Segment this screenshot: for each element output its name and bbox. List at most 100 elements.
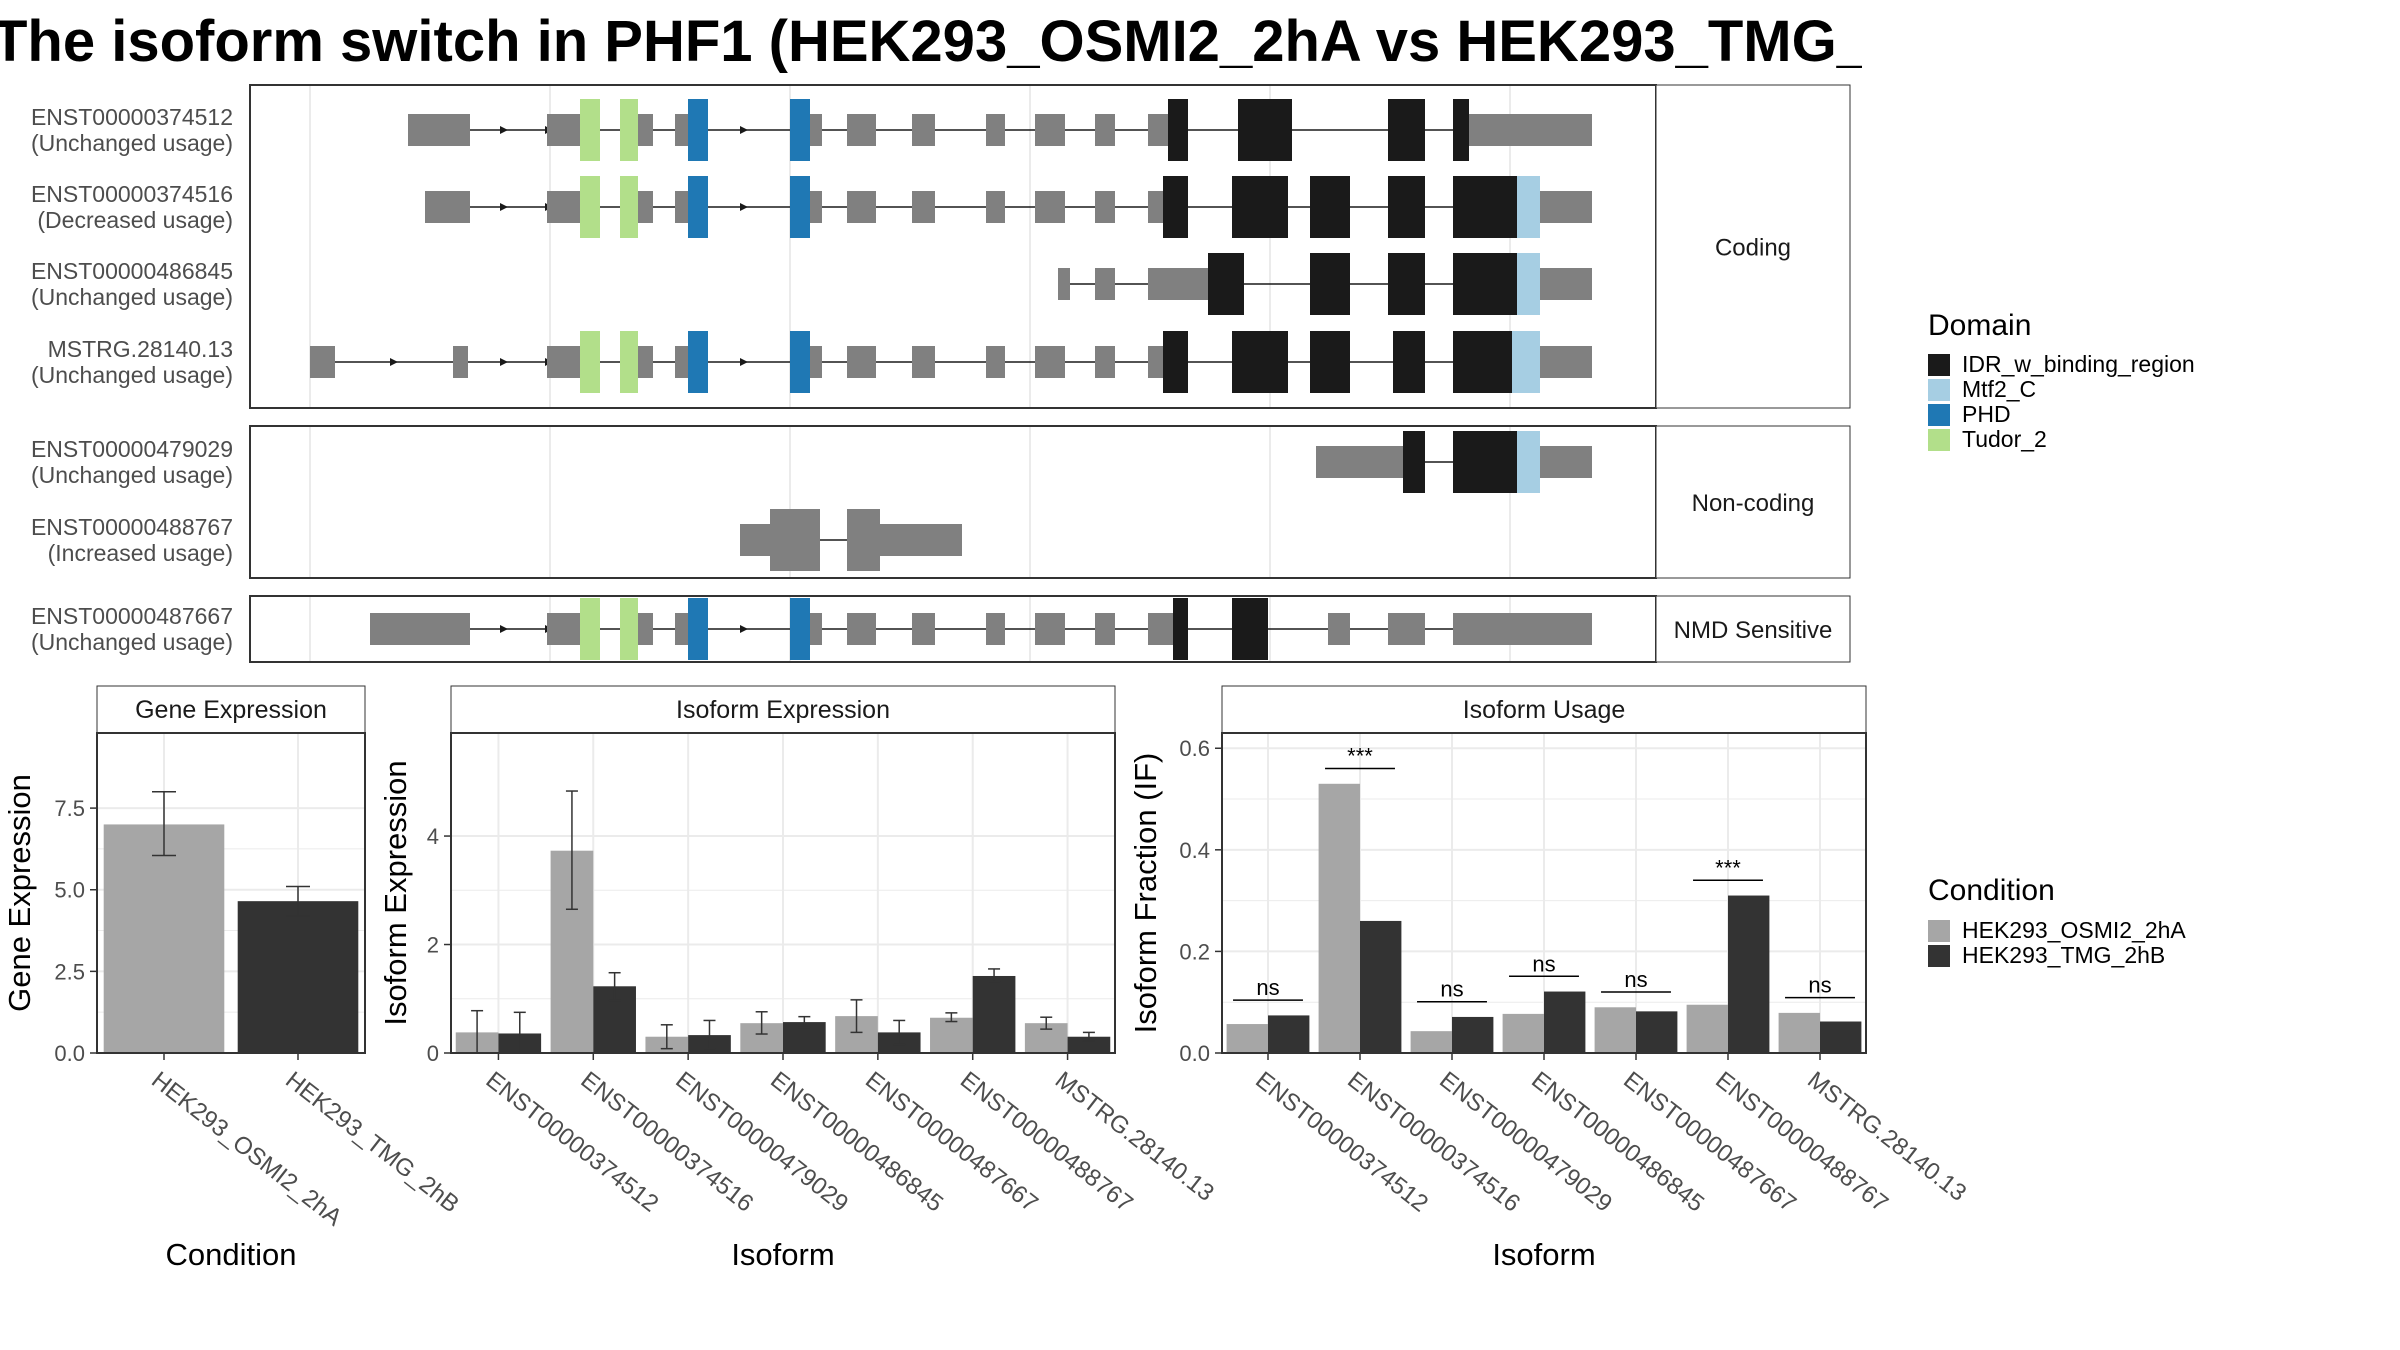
bar bbox=[1778, 1012, 1820, 1053]
transcript-usage-label: (Unchanged usage) bbox=[31, 284, 233, 310]
significance-label: ns bbox=[1532, 951, 1555, 976]
domain-block-phd bbox=[790, 331, 810, 393]
x-tick-label: ENST00000486845 bbox=[1526, 1066, 1709, 1217]
exon-block bbox=[912, 114, 935, 146]
exon-block bbox=[847, 613, 876, 645]
domain-block-idr-w-binding-region bbox=[1168, 99, 1188, 161]
legend-swatch-phd bbox=[1928, 404, 1950, 426]
domain-block-idr-w-binding-region bbox=[1310, 176, 1350, 238]
domain-block-idr-w-binding-region bbox=[1388, 176, 1425, 238]
exon-block bbox=[986, 346, 1005, 378]
strand-arrow bbox=[500, 625, 508, 633]
exon-block bbox=[425, 191, 470, 223]
domain-block-idr-w-binding-region bbox=[1232, 331, 1288, 393]
domain-block-idr-w-binding-region bbox=[1163, 331, 1188, 393]
exon-block bbox=[847, 346, 876, 378]
domain-block-idr-w-binding-region bbox=[1453, 331, 1512, 393]
strand-arrow bbox=[390, 358, 398, 366]
exon-block bbox=[1035, 114, 1065, 146]
legend-swatch-mtf2-c bbox=[1928, 379, 1950, 401]
x-axis-title: Isoform bbox=[1492, 1237, 1595, 1272]
exon-block bbox=[847, 114, 876, 146]
domain-block-idr-w-binding-region bbox=[1453, 431, 1517, 493]
x-axis-title: Condition bbox=[166, 1237, 297, 1272]
significance-label: *** bbox=[1347, 744, 1373, 769]
transcript-id-label: MSTRG.28140.13 bbox=[48, 336, 233, 362]
y-tick-label: 0.0 bbox=[1179, 1041, 1210, 1066]
domain-block-idr-w-binding-region bbox=[1232, 176, 1288, 238]
exon-block bbox=[675, 346, 688, 378]
domain-block-idr-w-binding-region bbox=[1393, 331, 1425, 393]
bar bbox=[1268, 1015, 1310, 1053]
transcript-usage-label: (Unchanged usage) bbox=[31, 130, 233, 156]
exon-block bbox=[547, 613, 580, 645]
exon-block bbox=[810, 346, 822, 378]
domain-legend-label: Mtf2_C bbox=[1962, 376, 2036, 402]
exon-block bbox=[912, 191, 935, 223]
exon-block bbox=[1095, 114, 1115, 146]
condition-legend-label: HEK293_TMG_2hB bbox=[1962, 942, 2165, 968]
transcript-id-label: ENST00000479029 bbox=[31, 436, 233, 462]
transcript-usage-label: (Unchanged usage) bbox=[31, 629, 233, 655]
strand-arrow bbox=[740, 625, 748, 633]
domain-block-idr-w-binding-region bbox=[1403, 431, 1425, 493]
domain-block-tudor-2 bbox=[580, 331, 600, 393]
strand-arrow bbox=[500, 126, 508, 134]
domain-block-tudor-2 bbox=[620, 598, 638, 660]
domain-block-phd bbox=[688, 99, 708, 161]
transcript-usage-label: (Unchanged usage) bbox=[31, 362, 233, 388]
exon-block bbox=[847, 191, 876, 223]
domain-block-tudor-2 bbox=[580, 598, 600, 660]
exon-block bbox=[638, 346, 653, 378]
group-strip bbox=[1655, 425, 1851, 579]
exon-block bbox=[810, 191, 822, 223]
exon-block bbox=[1148, 346, 1163, 378]
significance-label: ns bbox=[1440, 977, 1463, 1002]
bar bbox=[1594, 1007, 1636, 1053]
exon-block bbox=[1540, 268, 1592, 300]
transcript-id-label: ENST00000374516 bbox=[31, 181, 233, 207]
domain-block-idr-w-binding-region bbox=[1388, 99, 1425, 161]
domain-block-idr-w-binding-region bbox=[1453, 99, 1469, 161]
domain-block-idr-w-binding-region bbox=[1173, 598, 1188, 660]
domain-legend-title: Domain bbox=[1928, 309, 2031, 342]
facet-strip-title: Isoform Usage bbox=[1463, 696, 1626, 724]
x-tick-label: ENST00000486845 bbox=[765, 1066, 948, 1217]
bar bbox=[1502, 1013, 1544, 1053]
domain-legend-label: Tudor_2 bbox=[1962, 426, 2047, 452]
domain-block-tudor-2 bbox=[620, 176, 638, 238]
exon-block bbox=[547, 346, 580, 378]
bar bbox=[1636, 1011, 1678, 1053]
domain-block-phd bbox=[688, 598, 708, 660]
exon-block bbox=[1388, 613, 1425, 645]
domain-legend-label: PHD bbox=[1962, 401, 2011, 427]
legend-swatch-tudor-2 bbox=[1928, 429, 1950, 451]
exon-block bbox=[310, 346, 335, 378]
x-tick-label: ENST00000374512 bbox=[1250, 1066, 1433, 1217]
exon-block bbox=[638, 613, 653, 645]
exon-block bbox=[1095, 191, 1115, 223]
bar bbox=[1410, 1031, 1452, 1053]
exon-block bbox=[912, 613, 935, 645]
strand-arrow bbox=[740, 203, 748, 211]
strand-arrow bbox=[500, 203, 508, 211]
strand-arrow bbox=[740, 126, 748, 134]
condition-legend-swatch bbox=[1928, 945, 1950, 967]
exon-block bbox=[675, 114, 688, 146]
domain-block-idr-w-binding-region bbox=[1208, 253, 1244, 315]
y-tick-label: 2 bbox=[427, 933, 439, 958]
x-tick-label: ENST00000488767 bbox=[1710, 1066, 1893, 1217]
exon-block bbox=[1148, 114, 1168, 146]
y-tick-label: 7.5 bbox=[54, 796, 85, 821]
domain-block-phd bbox=[688, 176, 708, 238]
domain-block-idr-w-binding-region bbox=[1232, 598, 1268, 660]
exon-block bbox=[1148, 268, 1208, 300]
exon-block bbox=[1148, 191, 1163, 223]
exon-block bbox=[1095, 613, 1115, 645]
exon-block bbox=[547, 114, 580, 146]
domain-block-idr-w-binding-region bbox=[1238, 99, 1292, 161]
domain-block-phd bbox=[790, 99, 810, 161]
x-tick-label: ENST00000487667 bbox=[1618, 1066, 1801, 1217]
transcript-id-label: ENST00000488767 bbox=[31, 514, 233, 540]
exon-block bbox=[770, 509, 820, 571]
